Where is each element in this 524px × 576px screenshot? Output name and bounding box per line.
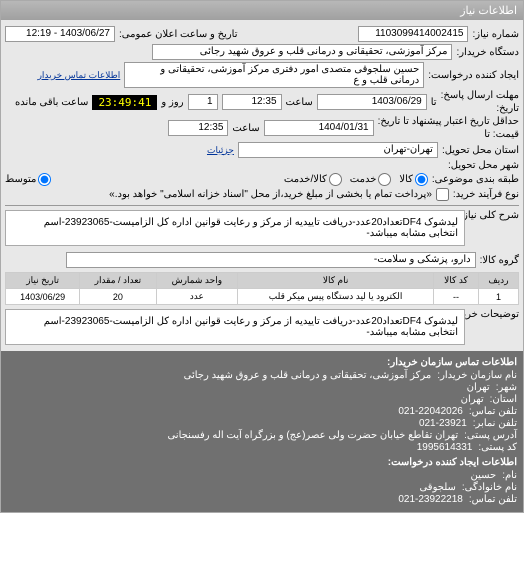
contact-phone-label: تلفن تماس: xyxy=(469,494,517,505)
type-label: طبقه بندی موضوعی: xyxy=(432,174,519,185)
table-header-row: ردیف کد کالا نام کالا واحد شمارش تعداد /… xyxy=(6,273,519,289)
history-label: تاریخ: xyxy=(496,103,519,114)
number-field: 1103099414002415 xyxy=(358,26,468,42)
panel-title: اطلاعات نیاز xyxy=(1,1,523,20)
phone: 021-22042026 xyxy=(398,406,463,417)
contact-heading-1: اطلاعات تماس سازمان خریدار: xyxy=(7,357,517,368)
radio-service-label: خدمت xyxy=(350,174,377,185)
td-0: 1 xyxy=(478,289,518,305)
validity-time: 12:35 xyxy=(168,120,228,136)
payment-checkbox[interactable]: «پرداخت تمام یا بخشی از مبلغ خرید،از محل… xyxy=(109,188,449,201)
radio-mid[interactable]: متوسط xyxy=(5,173,51,186)
goods-group-label: گروه کالا: xyxy=(480,255,519,266)
th-4: تعداد / مقدار xyxy=(80,273,156,289)
details-link[interactable]: جزئیات xyxy=(207,145,234,156)
validity-date: 1404/01/31 xyxy=(264,120,374,136)
phone-label: تلفن تماس: xyxy=(469,406,517,417)
announce-field: 1403/06/27 - 12:19 xyxy=(5,26,115,42)
td-2: الکترود یا لید دستگاه پیس میکر قلب xyxy=(238,289,434,305)
radio-goods-service[interactable]: کالا/خدمت xyxy=(284,173,342,186)
fname-label: نام: xyxy=(502,470,517,481)
radio-service-input[interactable] xyxy=(378,173,391,186)
response-deadline-label: مهلت ارسال پاسخ: xyxy=(441,90,519,101)
summary-text: لیدشوک DF4تعداد20عدد-دریافت تاییدیه از م… xyxy=(5,210,465,246)
fax-label: تلفن نمابر: xyxy=(473,418,517,429)
th-3: واحد شمارش xyxy=(156,273,238,289)
validity-label: حداقل تاریخ اعتبار پیشنهاد تا تاریخ: xyxy=(378,116,519,127)
postal-code-label: کد پستی: xyxy=(478,442,517,453)
radio-goods-input[interactable] xyxy=(415,173,428,186)
radio-mid-input[interactable] xyxy=(38,173,51,186)
province: تهران xyxy=(461,394,484,405)
radio-goods[interactable]: کالا xyxy=(399,173,428,186)
partial-label: قیمت: تا xyxy=(484,129,519,140)
postal-code: 1995614331 xyxy=(417,442,473,453)
buyer-contact-link[interactable]: اطلاعات تماس خریدار xyxy=(38,70,121,81)
contact-section: اطلاعات تماس سازمان خریدار: نام سازمان خ… xyxy=(1,351,523,512)
info-panel: اطلاعات نیاز شماره نیاز: 110309941400241… xyxy=(0,0,524,513)
buyer-org-label: دستگاه خریدار: xyxy=(456,47,519,58)
province-label: استان: xyxy=(490,394,517,405)
th-0: ردیف xyxy=(478,273,518,289)
goods-group-value: دارو، پزشکی و سلامت- xyxy=(66,252,476,268)
deadline-date: 1403/06/29 xyxy=(317,94,427,110)
payment-checkbox-input[interactable] xyxy=(436,188,449,201)
th-2: نام کالا xyxy=(238,273,434,289)
payment-label: نوع فرآیند خرید: xyxy=(453,189,519,200)
radio-goods-label: کالا xyxy=(399,174,413,185)
fname: حسین xyxy=(470,470,496,481)
summary-label: شرح کلی نیاز: xyxy=(469,210,519,221)
remaining-label: ساعت باقی مانده xyxy=(15,97,88,108)
announce-label: تاریخ و ساعت اعلان عمومی: xyxy=(119,29,238,40)
td-3: عدد xyxy=(156,289,238,305)
delivery-place: تهران-تهران xyxy=(238,142,438,158)
contact-heading-2: اطلاعات ایجاد کننده درخواست: xyxy=(7,457,517,468)
type-radio-group: کالا خدمت کالا/خدمت xyxy=(284,173,428,186)
creator-label: ایجاد کننده درخواست: xyxy=(428,70,519,81)
table-row[interactable]: 1 -- الکترود یا لید دستگاه پیس میکر قلب … xyxy=(6,289,519,305)
radio-service[interactable]: خدمت xyxy=(350,173,392,186)
countdown-timer: 23:49:41 xyxy=(92,95,157,110)
day-count: 1 xyxy=(188,94,218,110)
delivery-city-label: شهر محل تحویل: xyxy=(448,160,519,171)
city: تهران xyxy=(467,382,490,393)
payment-note: «پرداخت تمام یا بخشی از مبلغ خرید،از محل… xyxy=(109,189,432,200)
day-count-label: روز و xyxy=(161,97,183,108)
org-name-label: نام سازمان خریدار: xyxy=(437,370,517,381)
city-label: شهر: xyxy=(496,382,517,393)
fax: 021-23921 xyxy=(419,418,467,429)
time-label-2: ساعت xyxy=(232,123,259,134)
request-section: شماره نیاز: 1103099414002415 تاریخ و ساع… xyxy=(1,20,523,351)
contact-phone: 021-23922218 xyxy=(398,494,463,505)
postal-addr: تهران تقاطع خیابان حضرت ولی عصر(عج) و بز… xyxy=(167,430,458,441)
radio-mid-label: متوسط xyxy=(5,174,36,185)
creator-field: حسین سلجوقی متصدی امور دفتری مرکز آموزشی… xyxy=(124,62,424,88)
org-name: مرکز آموزشی، تحقیقاتی و درمانی قلب و عرو… xyxy=(184,370,432,381)
lname: سلجوقی xyxy=(419,482,455,493)
th-1: کد کالا xyxy=(434,273,479,289)
radio-gs-input[interactable] xyxy=(329,173,342,186)
buyer-notes-text: لیدشوک DF4تعداد20عدد-دریافت تاییدیه از م… xyxy=(5,309,465,345)
lname-label: نام خانوادگی: xyxy=(462,482,517,493)
td-5: 1403/06/29 xyxy=(6,289,80,305)
items-table: ردیف کد کالا نام کالا واحد شمارش تعداد /… xyxy=(5,272,519,305)
deadline-time: 12:35 xyxy=(222,94,282,110)
buyer-notes-label: توضیحات خریدار: xyxy=(469,309,519,320)
postal-addr-label: آدرس پستی: xyxy=(464,430,517,441)
radio-gs-label: کالا/خدمت xyxy=(284,174,327,185)
buyer-org-field: مرکز آموزشی، تحقیقاتی و درمانی قلب و عرو… xyxy=(152,44,452,60)
th-5: تاریخ نیاز xyxy=(6,273,80,289)
number-label: شماره نیاز: xyxy=(472,29,519,40)
delivery-place-label: استان محل تحویل: xyxy=(442,145,519,156)
td-4: 20 xyxy=(80,289,156,305)
td-1: -- xyxy=(434,289,479,305)
ta-label-1: تا xyxy=(431,97,437,108)
time-label-1: ساعت xyxy=(286,97,313,108)
